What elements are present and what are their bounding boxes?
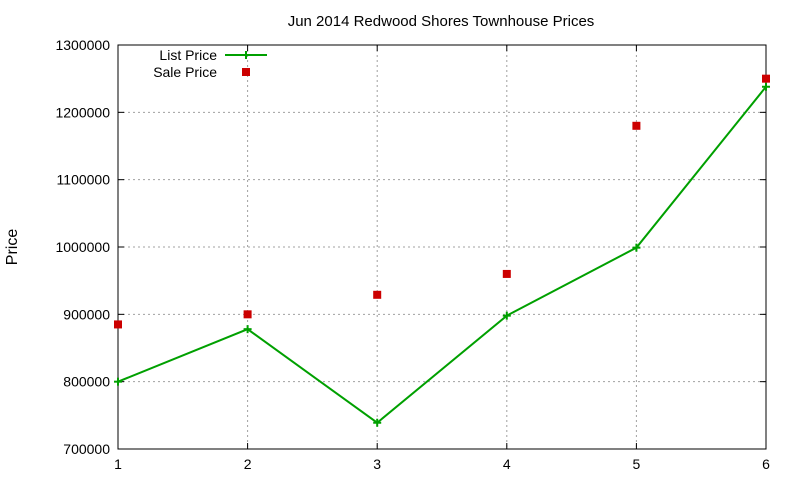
- list-price-point: [114, 377, 122, 386]
- y-tick-label: 800000: [63, 374, 110, 390]
- list-price-point: [243, 325, 252, 334]
- y-tick-label: 900000: [63, 306, 110, 322]
- list-price-point: [632, 243, 641, 252]
- list-price-point: [373, 418, 382, 427]
- x-tick-label: 6: [762, 456, 770, 472]
- legend-label-sale-price: Sale Price: [153, 64, 217, 80]
- y-axis-label: Price: [4, 229, 21, 266]
- x-tick-label: 2: [244, 456, 252, 472]
- list-price-line: [117, 86, 767, 425]
- axis-ticks: 700000 800000 900000 1000000 1100000 1200000 1…: [55, 37, 770, 472]
- sale-price-point: [502, 269, 511, 278]
- x-tick-label: 1: [114, 456, 122, 472]
- x-tick-label: 4: [503, 456, 511, 472]
- sale-price-point: [762, 74, 770, 83]
- series-layer: [114, 74, 770, 427]
- y-tick-label: 1200000: [55, 104, 110, 120]
- sale-price-point: [114, 320, 122, 329]
- legend-marker-list-price: [242, 51, 250, 59]
- sale-price-point: [373, 290, 382, 299]
- legend-label-list-price: List Price: [159, 47, 217, 63]
- list-price-point: [762, 82, 770, 91]
- y-tick-label: 1300000: [55, 37, 110, 53]
- sale-price-point: [243, 310, 252, 319]
- x-tick-label: 5: [633, 456, 641, 472]
- list-price-point: [502, 311, 511, 320]
- y-tick-label: 1000000: [55, 239, 110, 255]
- y-tick-label: 700000: [63, 441, 110, 457]
- sale-price-point: [632, 121, 641, 130]
- legend-marker-sale-price: [242, 68, 250, 76]
- y-tick-label: 1100000: [57, 172, 111, 188]
- x-tick-label: 3: [373, 456, 381, 472]
- chart-title: Jun 2014 Redwood Shores Townhouse Prices: [288, 13, 595, 30]
